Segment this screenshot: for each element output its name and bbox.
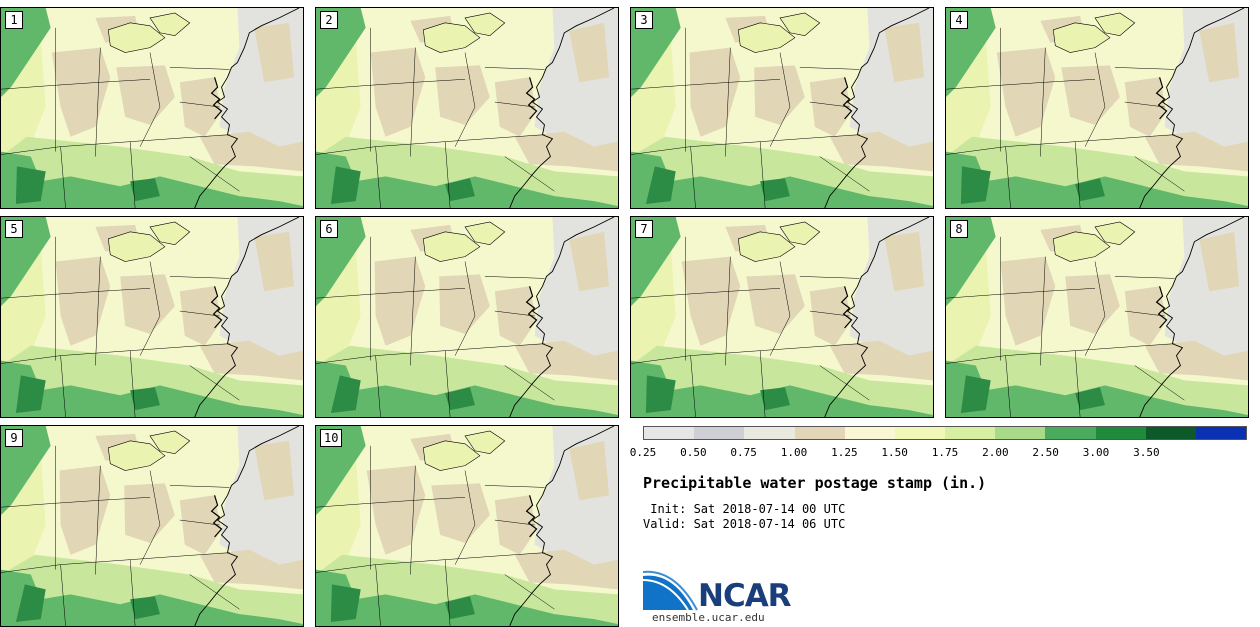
colorbar-tick-label: 1.75 (931, 446, 959, 459)
ncar-logo-icon (643, 570, 698, 611)
stamp-number-label: 4 (950, 11, 968, 29)
stamp-number-label: 7 (635, 220, 653, 238)
colorbar-segment (644, 427, 695, 439)
precipitable-water-map (316, 426, 618, 626)
colorbar-segment (844, 427, 895, 439)
colorbar-segment (894, 427, 946, 439)
postage-stamp-map: 7 (630, 216, 934, 418)
precipitable-water-map (1, 426, 303, 626)
postage-stamp-map: 9 (0, 425, 304, 627)
colorbar-tick-label: 0.75 (730, 446, 757, 459)
precipitable-water-map (631, 8, 933, 208)
valid-time: Valid: Sat 2018-07-14 06 UTC (643, 517, 846, 531)
colorbar-segment (945, 427, 996, 439)
colorbar-segment (694, 427, 745, 439)
stamp-number-label: 1 (5, 11, 23, 29)
colorbar-segment (1045, 427, 1096, 439)
website-url: ensemble.ucar.edu (652, 611, 765, 624)
stamp-number-label: 8 (950, 220, 968, 238)
postage-stamp-map: 8 (945, 216, 1249, 418)
colorbar-segment (1195, 427, 1247, 439)
stamp-number-label: 10 (320, 429, 343, 447)
stamp-number-label: 9 (5, 429, 23, 447)
postage-stamp-map: 3 (630, 7, 934, 209)
postage-stamp-map: 4 (945, 7, 1249, 209)
colorbar-segment (995, 427, 1046, 439)
precipitable-water-map (316, 8, 618, 208)
init-time: Init: Sat 2018-07-14 00 UTC (643, 502, 846, 516)
stamp-number-label: 6 (320, 220, 338, 238)
precipitable-water-map (316, 217, 618, 417)
postage-stamp-map: 2 (315, 7, 619, 209)
stamp-number-label: 3 (635, 11, 653, 29)
colorbar (643, 426, 1247, 440)
postage-stamp-map: 1 (0, 7, 304, 209)
colorbar-tick-label: 2.00 (982, 446, 1009, 459)
colorbar-tick-label: 3.50 (1133, 446, 1160, 459)
postage-stamp-map: 5 (0, 216, 304, 418)
colorbar-tick-label: 1.00 (780, 446, 808, 459)
colorbar-tick-label: 2.50 (1032, 446, 1059, 459)
colorbar-tick-label: 3.00 (1082, 446, 1110, 459)
plot-title: Precipitable water postage stamp (in.) (643, 474, 987, 492)
precipitable-water-map (1, 217, 303, 417)
postage-stamp-map: 10 (315, 425, 619, 627)
stamp-number-label: 2 (320, 11, 338, 29)
precipitable-water-map (946, 8, 1248, 208)
colorbar-tick-label: 0.25 (629, 446, 657, 459)
colorbar-tick-label: 1.25 (831, 446, 858, 459)
colorbar-segment (1145, 427, 1196, 439)
precipitable-water-map (946, 217, 1248, 417)
postage-stamp-map: 6 (315, 216, 619, 418)
colorbar-segment (1095, 427, 1146, 439)
colorbar-tick-label: 1.50 (881, 446, 908, 459)
colorbar-tick-label: 0.50 (680, 446, 707, 459)
precipitable-water-map (631, 217, 933, 417)
colorbar-ticks: 0.25 0.50 0.75 1.00 1.25 1.50 1.75 2.00 2.50 3.00… (630, 446, 1247, 460)
colorbar-segment (794, 427, 845, 439)
colorbar-segment (744, 427, 795, 439)
precipitable-water-map (1, 8, 303, 208)
ncar-logo-text: NCAR (698, 578, 792, 614)
stamp-number-label: 5 (5, 220, 23, 238)
